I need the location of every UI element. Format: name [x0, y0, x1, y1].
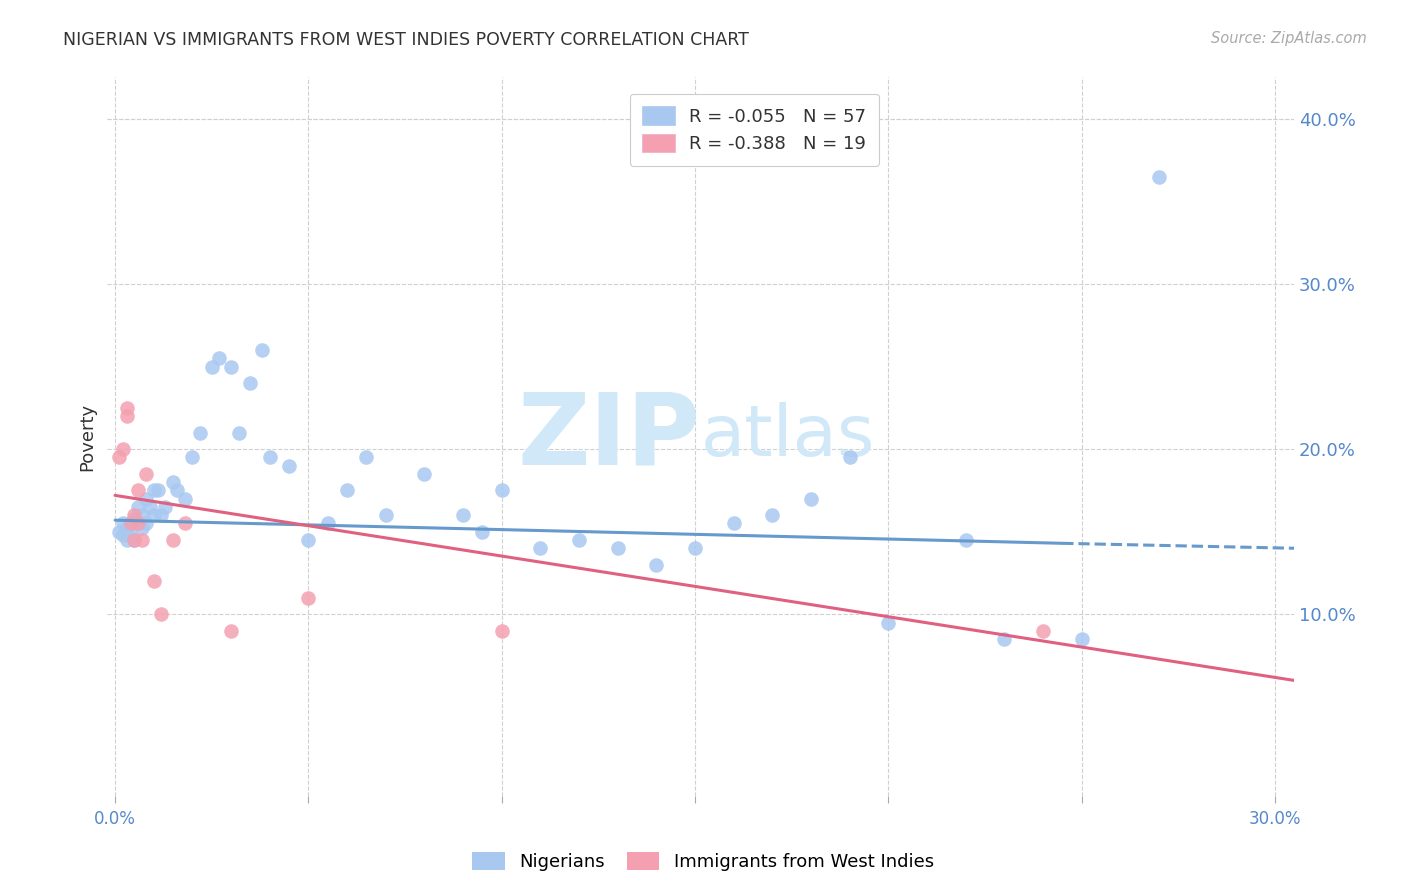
Point: [219, 624, 242, 638]
Point: [115, 533, 138, 547]
Point: [124, 508, 146, 523]
Point: [142, 574, 165, 589]
Point: [135, 491, 157, 506]
Point: [761, 508, 783, 523]
Text: ZIP: ZIP: [517, 388, 700, 485]
Y-axis label: Poverty: Poverty: [79, 402, 96, 471]
Point: [124, 533, 146, 547]
Point: [278, 458, 301, 473]
Point: [108, 524, 131, 539]
Point: [139, 500, 162, 514]
Point: [124, 533, 146, 547]
Point: [201, 359, 224, 374]
Point: [135, 516, 157, 531]
Point: [297, 591, 319, 605]
Point: [413, 467, 436, 481]
Point: [120, 516, 142, 531]
Point: [471, 524, 494, 539]
Point: [374, 508, 396, 523]
Point: [297, 533, 319, 547]
Point: [1147, 169, 1170, 184]
Point: [645, 558, 668, 572]
Point: [491, 483, 513, 498]
Point: [173, 491, 195, 506]
Point: [683, 541, 706, 556]
Point: [1070, 632, 1092, 646]
Point: [131, 521, 153, 535]
Point: [131, 508, 153, 523]
Point: [228, 425, 250, 440]
Point: [208, 351, 231, 366]
Point: [568, 533, 591, 547]
Point: [259, 450, 281, 465]
Point: [115, 521, 138, 535]
Point: [155, 500, 177, 514]
Point: [131, 533, 153, 547]
Point: [162, 475, 184, 490]
Point: [955, 533, 977, 547]
Point: [877, 615, 900, 630]
Point: [181, 450, 204, 465]
Point: [723, 516, 745, 531]
Point: [142, 508, 165, 523]
Legend: R = -0.055   N = 57, R = -0.388   N = 19: R = -0.055 N = 57, R = -0.388 N = 19: [630, 94, 879, 166]
Point: [111, 516, 134, 531]
Point: [115, 409, 138, 423]
Point: [993, 632, 1015, 646]
Point: [188, 425, 211, 440]
Point: [127, 516, 149, 531]
Text: NIGERIAN VS IMMIGRANTS FROM WEST INDIES POVERTY CORRELATION CHART: NIGERIAN VS IMMIGRANTS FROM WEST INDIES …: [63, 31, 749, 49]
Point: [146, 483, 169, 498]
Point: [120, 516, 142, 531]
Point: [120, 528, 142, 542]
Point: [166, 483, 188, 498]
Point: [356, 450, 378, 465]
Point: [239, 376, 262, 390]
Point: [451, 508, 474, 523]
Point: [135, 467, 157, 481]
Point: [173, 516, 195, 531]
Point: [491, 624, 513, 638]
Point: [124, 511, 146, 525]
Legend: Nigerians, Immigrants from West Indies: Nigerians, Immigrants from West Indies: [465, 845, 941, 879]
Point: [800, 491, 823, 506]
Point: [127, 516, 149, 531]
Point: [111, 442, 134, 457]
Text: Source: ZipAtlas.com: Source: ZipAtlas.com: [1211, 31, 1367, 46]
Point: [162, 533, 184, 547]
Point: [529, 541, 551, 556]
Point: [250, 343, 273, 357]
Point: [127, 500, 149, 514]
Point: [838, 450, 860, 465]
Point: [150, 508, 173, 523]
Point: [336, 483, 359, 498]
Point: [1032, 624, 1054, 638]
Point: [150, 607, 173, 622]
Text: atlas: atlas: [700, 402, 875, 471]
Point: [606, 541, 628, 556]
Point: [142, 483, 165, 498]
Point: [219, 359, 242, 374]
Point: [115, 401, 138, 415]
Point: [127, 483, 149, 498]
Point: [108, 450, 131, 465]
Point: [111, 528, 134, 542]
Point: [316, 516, 339, 531]
